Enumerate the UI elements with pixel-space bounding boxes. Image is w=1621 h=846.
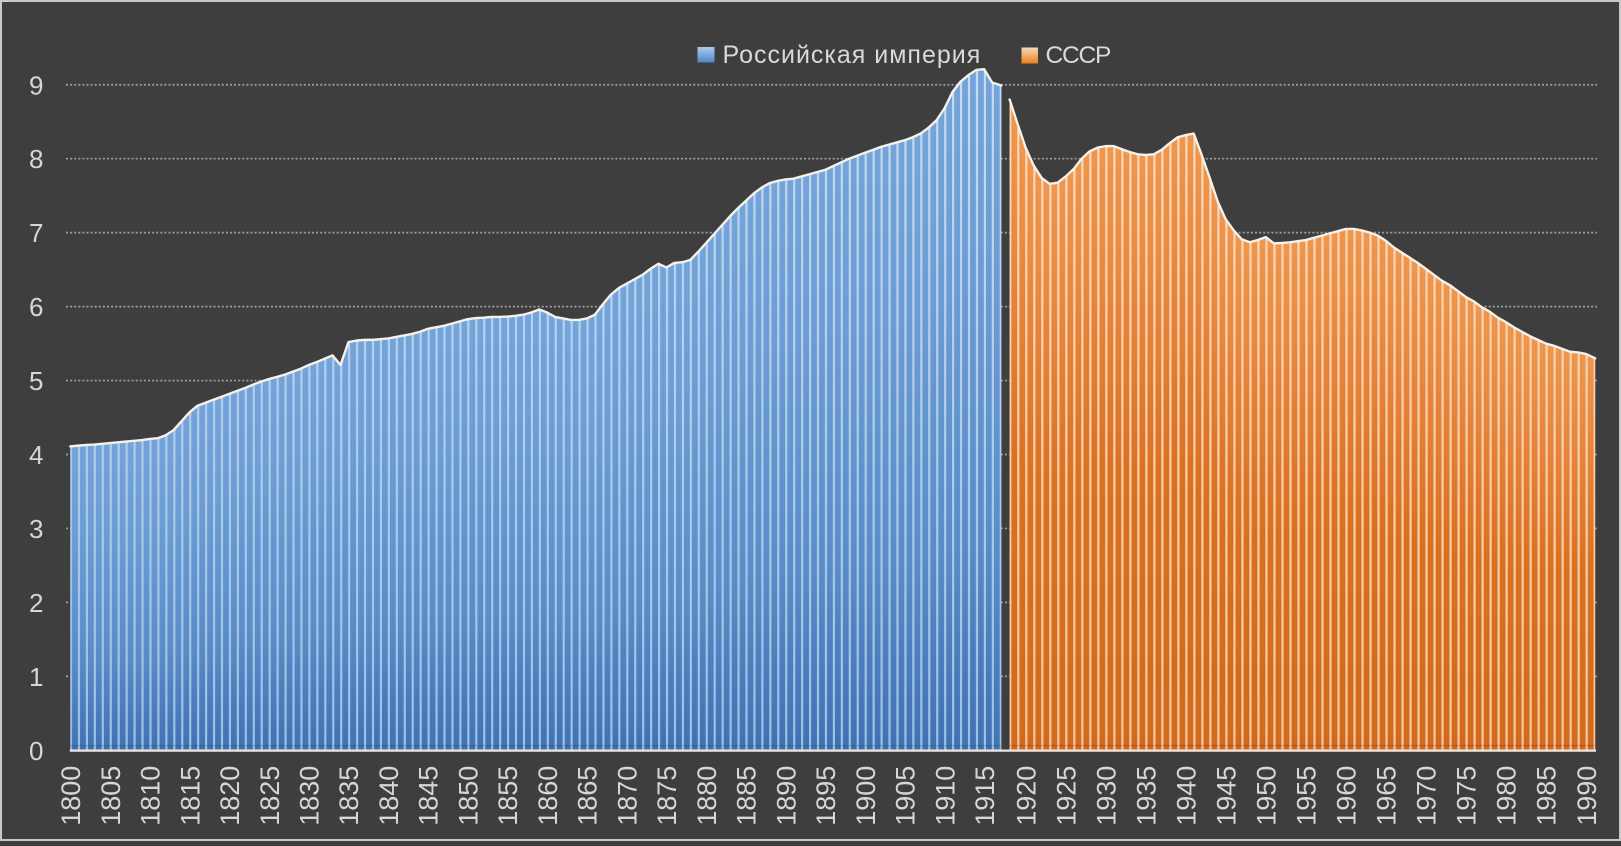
svg-text:1875: 1875 xyxy=(652,766,682,826)
svg-text:1835: 1835 xyxy=(334,766,364,826)
svg-text:1925: 1925 xyxy=(1051,766,1081,826)
svg-text:1855: 1855 xyxy=(493,766,523,826)
svg-text:1840: 1840 xyxy=(374,766,404,826)
svg-text:1850: 1850 xyxy=(453,766,483,826)
svg-text:8: 8 xyxy=(29,144,43,174)
svg-text:1940: 1940 xyxy=(1172,766,1202,826)
svg-text:Российская империя: Российская империя xyxy=(723,41,982,69)
svg-text:1975: 1975 xyxy=(1452,766,1482,826)
svg-text:1915: 1915 xyxy=(970,766,1000,826)
svg-text:1: 1 xyxy=(29,662,43,692)
svg-text:1870: 1870 xyxy=(612,766,642,826)
svg-text:СССР: СССР xyxy=(1046,42,1111,69)
svg-text:1865: 1865 xyxy=(573,766,603,826)
svg-text:1890: 1890 xyxy=(771,766,801,826)
svg-text:1880: 1880 xyxy=(692,766,722,826)
svg-text:1830: 1830 xyxy=(295,766,325,826)
svg-text:1970: 1970 xyxy=(1412,766,1442,826)
svg-text:5: 5 xyxy=(29,366,43,396)
svg-text:7: 7 xyxy=(29,218,43,248)
svg-text:6: 6 xyxy=(29,292,43,322)
svg-text:1860: 1860 xyxy=(533,766,563,826)
svg-text:1820: 1820 xyxy=(215,766,245,826)
svg-text:3: 3 xyxy=(29,514,43,544)
svg-text:1895: 1895 xyxy=(811,766,841,826)
svg-text:1920: 1920 xyxy=(1011,766,1041,826)
svg-text:1965: 1965 xyxy=(1372,766,1402,826)
svg-text:1815: 1815 xyxy=(175,766,205,826)
svg-text:1845: 1845 xyxy=(414,766,444,826)
svg-text:1825: 1825 xyxy=(255,766,285,826)
svg-text:9: 9 xyxy=(29,70,43,100)
svg-text:1885: 1885 xyxy=(732,766,762,826)
svg-text:1950: 1950 xyxy=(1252,766,1282,826)
svg-text:1910: 1910 xyxy=(930,766,960,826)
svg-text:4: 4 xyxy=(29,440,43,470)
svg-text:1905: 1905 xyxy=(891,766,921,826)
svg-text:1810: 1810 xyxy=(136,766,166,826)
svg-text:1935: 1935 xyxy=(1131,766,1161,826)
svg-text:1900: 1900 xyxy=(851,766,881,826)
svg-text:0: 0 xyxy=(29,736,43,766)
svg-text:2: 2 xyxy=(29,588,43,618)
svg-text:1960: 1960 xyxy=(1332,766,1362,826)
svg-text:1930: 1930 xyxy=(1091,766,1121,826)
svg-text:1800: 1800 xyxy=(56,766,86,826)
svg-text:1980: 1980 xyxy=(1492,766,1522,826)
svg-text:1955: 1955 xyxy=(1292,766,1322,826)
svg-text:1945: 1945 xyxy=(1212,766,1242,826)
svg-text:1805: 1805 xyxy=(96,766,126,826)
svg-text:1990: 1990 xyxy=(1572,766,1602,826)
svg-text:1985: 1985 xyxy=(1532,766,1562,826)
